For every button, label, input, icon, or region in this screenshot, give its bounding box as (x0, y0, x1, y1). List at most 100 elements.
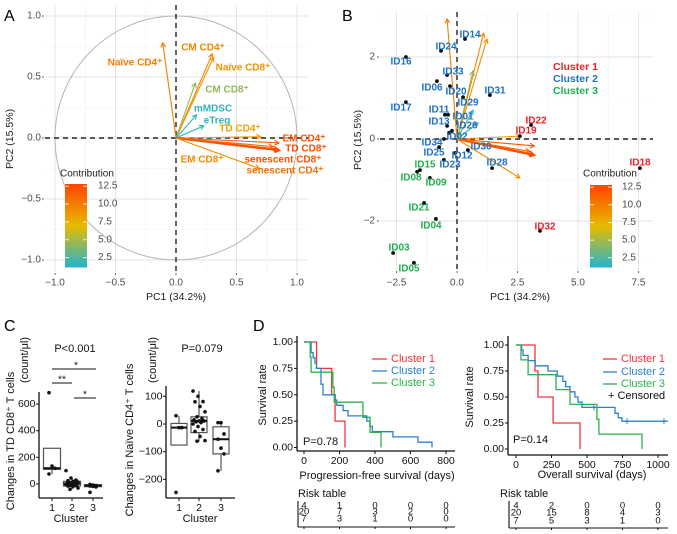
y-tick-label: 0.50 (484, 391, 505, 403)
variable-arrow-head (254, 164, 261, 170)
colorbar-segment (65, 249, 87, 252)
colorbar-segment (65, 235, 87, 238)
risk-table-value: 1 (337, 501, 342, 512)
d-left-risk-table-title: Risk table (298, 488, 346, 500)
sample-point (529, 123, 533, 127)
colorbar-segment (590, 229, 612, 233)
risk-table-value: 0 (620, 501, 625, 512)
sample-label: ID12 (451, 151, 473, 162)
y-tick-label: 0.25 (484, 417, 505, 429)
colorbar-title: Contribution (60, 169, 114, 180)
risk-table-value: 7 (301, 514, 306, 525)
sample-label: ID31 (484, 86, 506, 97)
variable-arrow-head (191, 113, 198, 120)
variable-arrow-head (272, 145, 279, 152)
pfs-kaplan-meier-plot: 0.000.250.500.751.000 200 400 600 800Cluster… (273, 336, 455, 529)
sample-point (465, 148, 470, 152)
y-tick-label: 1.00 (273, 336, 294, 348)
x-tick-label: 750 (614, 459, 632, 471)
y-tick-label: 600 (18, 398, 36, 410)
colorbar-segment (65, 221, 87, 225)
c-right-x-axis-title: Cluster (183, 513, 218, 525)
variable-arrow (175, 125, 205, 139)
c-left-y-axis-title: Changes in TD CD8⁺ T cells (5, 371, 17, 510)
sample-label: ID13 (428, 117, 450, 128)
data-point (91, 484, 95, 489)
data-point (202, 419, 206, 423)
colorbar-segment (590, 261, 612, 264)
sample-point (463, 37, 467, 41)
colorbar-tick-label: 10.0 (622, 199, 642, 210)
risk-table-value: 3 (372, 507, 377, 518)
data-point (200, 416, 204, 421)
colorbar-segment (65, 239, 87, 242)
sample-point (434, 217, 438, 221)
colorbar-tick-label: 10.0 (98, 199, 118, 210)
data-point (66, 484, 70, 488)
colorbar-tick-label: 12.5 (622, 182, 642, 193)
x-tick-label: 1.0 (290, 278, 304, 289)
km-curve-cluster-1 (516, 344, 581, 449)
variable-arrow-head (444, 17, 451, 24)
x-tick-label: 600 (402, 455, 420, 467)
variable-label: mMDSC (194, 104, 232, 115)
data-point (219, 446, 223, 450)
legend-cluster-2: Cluster 2 (553, 73, 598, 85)
sample-point (448, 84, 452, 89)
d-left-y-axis-title: Survival rate (257, 364, 269, 425)
colorbar-segment (65, 203, 87, 207)
sample-label: ID09 (425, 178, 447, 189)
colorbar-segment (590, 196, 612, 200)
x-tick-label: 2 (69, 502, 75, 514)
risk-table-value: 3 (584, 516, 589, 527)
colorbar-segment (590, 263, 612, 266)
variable-arrow-head (274, 139, 281, 146)
d-right-x-axis-title: Overall survival (days) (538, 469, 647, 481)
data-point (68, 487, 72, 492)
colorbar-segment (65, 189, 87, 193)
risk-table-value: 0 (408, 514, 413, 525)
x-tick-label: −2.5 (387, 278, 407, 289)
colorbar-segment (65, 251, 87, 254)
data-point (76, 486, 80, 490)
risk-table-value: 7 (337, 507, 342, 518)
significance-label: * (74, 361, 78, 372)
colorbar-segment (65, 215, 87, 219)
sample-label: ID11 (429, 105, 450, 116)
os-kaplan-meier-plot: 0.000.250.500.751.000 250 500 750 1000Cluste… (484, 336, 670, 530)
km-curve-cluster-2 (516, 344, 668, 422)
colorbar-segment (590, 237, 612, 241)
panel-label-a: A (4, 8, 15, 25)
sample-point (518, 134, 522, 139)
colorbar-segment (65, 247, 87, 250)
colorbar-segment (65, 195, 87, 199)
data-point (74, 483, 78, 488)
sample-point (638, 166, 642, 171)
sample-point (437, 145, 441, 150)
variable-arrow-head (483, 37, 489, 45)
colorbar-segment (590, 265, 612, 268)
colorbar-segment (590, 224, 612, 227)
x-tick-label: 0 (301, 455, 307, 467)
pca-biplot: −2.5 0.0 2.5 5.0 7.5 −2 0 2 Contribution 2.5 5.0 7.… (364, 12, 653, 289)
colorbar-segment (590, 216, 612, 219)
sample-label: ID04 (420, 221, 442, 232)
data-point (174, 413, 178, 418)
sample-point (447, 130, 451, 135)
legend-label-cluster-2: Cluster 2 (391, 365, 435, 377)
colorbar-segment (590, 247, 612, 250)
risk-table-value: 4 (301, 501, 306, 512)
sample-label: ID01 (452, 112, 474, 123)
data-point (216, 469, 220, 473)
data-point (198, 434, 202, 439)
variable-arrow (175, 137, 260, 170)
sample-label: ID19 (515, 126, 537, 137)
significance-label: * (83, 390, 87, 401)
sample-label: ID32 (534, 222, 556, 233)
risk-table-value: 3 (655, 508, 660, 519)
colorbar-segment (590, 186, 612, 190)
risk-table-value: 1 (620, 516, 625, 527)
sample-point (439, 48, 443, 53)
y-tick-label: 200 (18, 451, 36, 463)
risk-table-value: 4 (620, 508, 625, 519)
